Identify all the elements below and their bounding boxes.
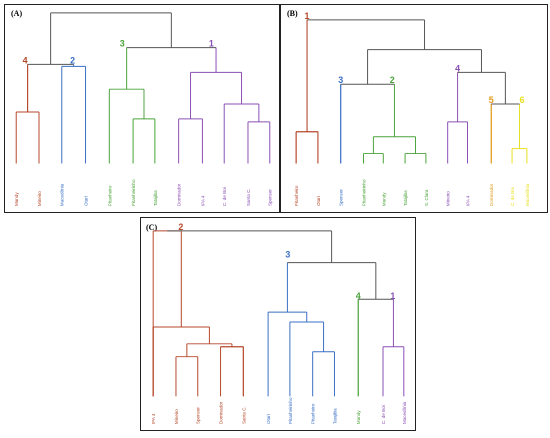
dendrogram-b: Pitanheiro Otari Spenser Pitanheirinho Mundy… — [294, 11, 530, 206]
leaf-label: Mundy — [381, 192, 386, 206]
dendrogram-panel-a: (A) Mundy Mineiro Macedônia Otari Pitanheiro… — [4, 4, 280, 213]
leaf-label: C. de Boi — [510, 187, 515, 206]
leaf-label: IPA 4 — [200, 195, 205, 206]
panel-label: (C) — [146, 223, 158, 232]
leaf-label: Mineiro — [446, 191, 451, 206]
leaf-label: IPA 4 — [151, 413, 156, 424]
leaf-label: C. de Boi — [381, 405, 386, 424]
cluster-number: 4 — [23, 55, 28, 65]
panel-label: (A) — [11, 9, 23, 18]
leaf-label: Tatajiba — [332, 408, 337, 424]
cluster-number: 1 — [305, 11, 310, 21]
leaf-label: Spenser — [268, 189, 273, 206]
cluster-number: 3 — [285, 250, 290, 260]
cluster-number: 5 — [489, 95, 494, 105]
leaf-label: Macedônia — [402, 401, 407, 424]
leaf-label: Dominador — [177, 183, 182, 206]
leaf-label: Tatajiba — [153, 190, 158, 206]
leaf-label: Tatajiba — [403, 190, 408, 206]
leaf-label: Dominador — [219, 401, 224, 424]
dendrogram-a: Mundy Mineiro Macedônia Otari Pitanheiro Pita… — [14, 12, 273, 206]
cluster-number: 2 — [70, 55, 75, 65]
leaf-label: Pitanheirinho — [361, 179, 366, 206]
leaf-label: Dominador — [489, 183, 494, 206]
dendrogram-c: IPA 4 Mineiro Spenser Dominador Santa C. Otar… — [151, 222, 407, 424]
leaf-label: Macedônia — [525, 183, 530, 206]
leaf-label: Mineiro — [37, 191, 42, 206]
leaf-label: Pitanheiro — [294, 185, 299, 206]
dendrogram-panel-c: (C) IPA 4 Mineiro Spenser Dominador Santa C.… — [140, 217, 416, 431]
leaf-label: Santa C. — [241, 406, 246, 424]
cluster-number: 6 — [519, 95, 524, 105]
leaf-label: Mundy — [356, 410, 361, 424]
panel-label: (B) — [287, 9, 298, 18]
cluster-number: 4 — [356, 291, 361, 301]
cluster-number: 1 — [390, 291, 395, 301]
leaf-label: Otari — [266, 414, 271, 424]
cluster-number: 1 — [209, 39, 214, 49]
leaf-label: IPA 4 — [465, 195, 470, 206]
leaf-label: Spenser — [196, 407, 201, 424]
cluster-number: 2 — [390, 75, 395, 85]
leaf-label: Otari — [316, 196, 321, 206]
dendrogram-panel-b: (B) Pitanheiro Otari Spenser Pitanheirinho M… — [280, 4, 548, 213]
leaf-label: Pitanheirinho — [288, 397, 293, 424]
leaf-label: Otari — [84, 196, 89, 206]
leaf-label: Pitanheiro — [311, 403, 316, 424]
leaf-label: Spenser — [339, 189, 344, 206]
leaf-label: Santa C. — [246, 188, 251, 206]
leaf-label: S. Clara — [424, 189, 429, 206]
cluster-number: 3 — [338, 75, 343, 85]
cluster-number: 4 — [455, 63, 460, 73]
leaf-label: Mundy — [14, 192, 19, 206]
leaf-label: Pitanheiro — [107, 185, 112, 206]
leaf-label: Macedônia — [60, 183, 65, 206]
leaf-label: C. de Boi — [222, 187, 227, 206]
cluster-number: 2 — [178, 222, 183, 232]
leaf-label: Pitanheirinho — [131, 179, 136, 206]
cluster-number: 3 — [120, 39, 125, 49]
leaf-label: Mineiro — [174, 409, 179, 424]
